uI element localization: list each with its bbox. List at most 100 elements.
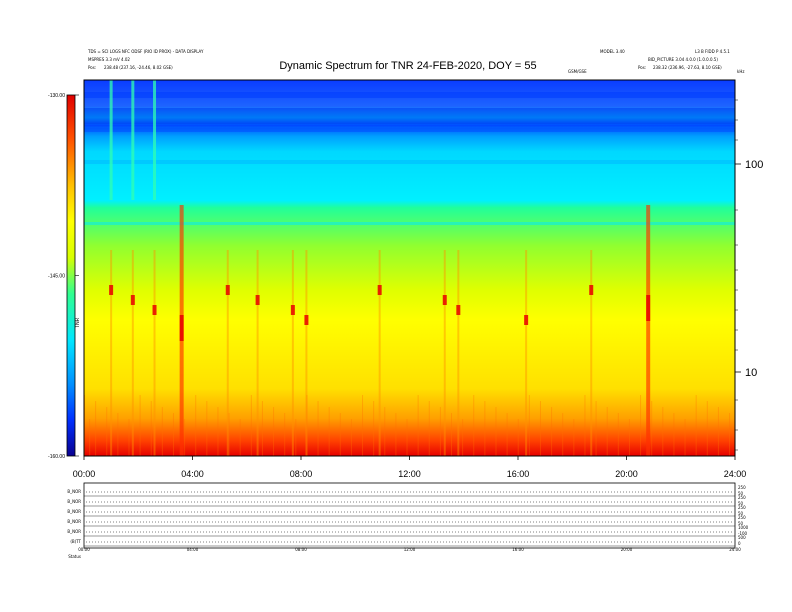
noise-streak (495, 407, 497, 456)
meta-left-1: TDS = SCI LOGS NFC ODSF (RIO ID PROX) - … (87, 49, 204, 54)
noise-streak (651, 401, 653, 456)
noise-streak (673, 413, 675, 456)
noise-streak (295, 419, 297, 456)
noise-streak (250, 395, 252, 456)
noise-streak (284, 413, 286, 456)
panel-x-tick-label: 20:00 (621, 547, 633, 552)
blue-band (84, 160, 735, 164)
colorbar-tick-label: -145.00 (48, 274, 65, 280)
panel-right-tick: 500 (738, 535, 746, 540)
panel-right-tick: 250 (738, 495, 746, 500)
colorbar-label: TNR (75, 317, 81, 328)
noise-streak (184, 419, 186, 456)
burst-core (377, 285, 382, 295)
meta-right-3-label: Pos: (638, 65, 646, 70)
colorbar-ticks: -130.00 -145.00 -160.00 (48, 93, 79, 460)
panel-right-tick: 50 (738, 511, 744, 516)
meta-right-top-2: L3 B FIDD P 4.5.1 (695, 49, 730, 54)
x-tick-label: 00:00 (73, 469, 96, 479)
y-axis-ticks: 100 10 (735, 99, 763, 451)
noise-streak (439, 407, 441, 456)
radio-burst (305, 250, 308, 456)
noise-streak (662, 407, 664, 456)
meta-center: GSM/GSE (568, 69, 587, 74)
noise-streak (195, 395, 197, 456)
panel-x-tick-label: 04:00 (187, 547, 199, 552)
meta-right-2: BID_PICTURE 3.04 4.0.0 (1.0.0.0.5) (648, 57, 718, 62)
noise-streak (462, 419, 464, 456)
panel-x-tick-label: 12:00 (404, 547, 416, 552)
burst-core (109, 285, 114, 295)
noise-streak (706, 401, 708, 456)
noise-streak (506, 413, 508, 456)
noise-streak (128, 419, 130, 456)
noise-streak (261, 401, 263, 456)
noise-streak (228, 413, 230, 456)
x-tick-label: 16:00 (507, 469, 530, 479)
radio-burst (153, 250, 156, 456)
radio-burst (590, 250, 593, 456)
panel-right-tick: 50 (738, 521, 744, 526)
burst-core (524, 315, 529, 325)
noise-streak (206, 401, 208, 456)
housekeeping-panels: B_NOR25050B_NOR25050B_NOR25050B_NOR25050… (67, 482, 749, 559)
noise-streak (328, 407, 330, 456)
noise-streak (239, 419, 241, 456)
colorbar (66, 94, 76, 457)
noise-streak (595, 401, 597, 456)
noise-streak (573, 419, 575, 456)
panel-label: B_NOR (67, 499, 81, 504)
radio-burst (256, 250, 259, 456)
meta-left-3-label: Pos: (88, 65, 96, 70)
noise-streak (339, 413, 341, 456)
noise-streak (273, 407, 275, 456)
burst-core (442, 295, 447, 305)
noise-streak (451, 413, 453, 456)
noise-streak (695, 395, 697, 456)
noise-streak (717, 407, 719, 456)
noise-streak (362, 395, 364, 456)
noise-streak (139, 395, 141, 456)
burst-core (179, 315, 184, 341)
burst-core (255, 295, 260, 305)
x-tick-label: 08:00 (290, 469, 313, 479)
noise-streak (551, 407, 553, 456)
noise-streak (606, 407, 608, 456)
burst-core (225, 285, 230, 295)
panel-right-tick: -100 (738, 531, 748, 536)
burst-core (130, 295, 135, 305)
x-axis-ticks: 00:00 04:00 08:00 12:00 16:00 20:00 24:00 (73, 456, 747, 479)
meta-left-3-value: 238.48 (237.16, -24.46, 8.02 GSE) (104, 65, 173, 70)
radio-burst (226, 250, 229, 456)
burst-core (290, 305, 295, 315)
blue-band (84, 92, 735, 98)
panel-right-tick: 250 (738, 485, 746, 490)
spectrogram (84, 80, 735, 456)
radio-burst (443, 250, 446, 456)
x-tick-label: 12:00 (398, 469, 421, 479)
noise-streak (117, 413, 119, 456)
early-burst (109, 80, 113, 200)
chart-title: Dynamic Spectrum for TNR 24-FEB-2020, DO… (279, 60, 536, 72)
noise-streak (539, 401, 541, 456)
spectrogram-features (84, 80, 735, 456)
unit-label: kHz (737, 69, 744, 74)
burst-core (646, 295, 651, 321)
noise-streak (217, 407, 219, 456)
panel-x-tick-label: 00:00 (78, 547, 90, 552)
blue-band (84, 128, 735, 132)
burst-core (456, 305, 461, 315)
panel-label: (B)TT (70, 539, 81, 544)
noise-streak (640, 395, 642, 456)
noise-streak (317, 401, 319, 456)
noise-streak (417, 395, 419, 456)
noise-streak (395, 413, 397, 456)
noise-streak (306, 395, 308, 456)
noise-streak (628, 419, 630, 456)
noise-streak (729, 413, 731, 456)
panel-right-tick: 1000 (738, 525, 749, 530)
x-tick-label: 24:00 (724, 469, 747, 479)
panel-right-tick: 250 (738, 515, 746, 520)
radio-burst (131, 250, 134, 456)
radio-burst (291, 250, 294, 456)
